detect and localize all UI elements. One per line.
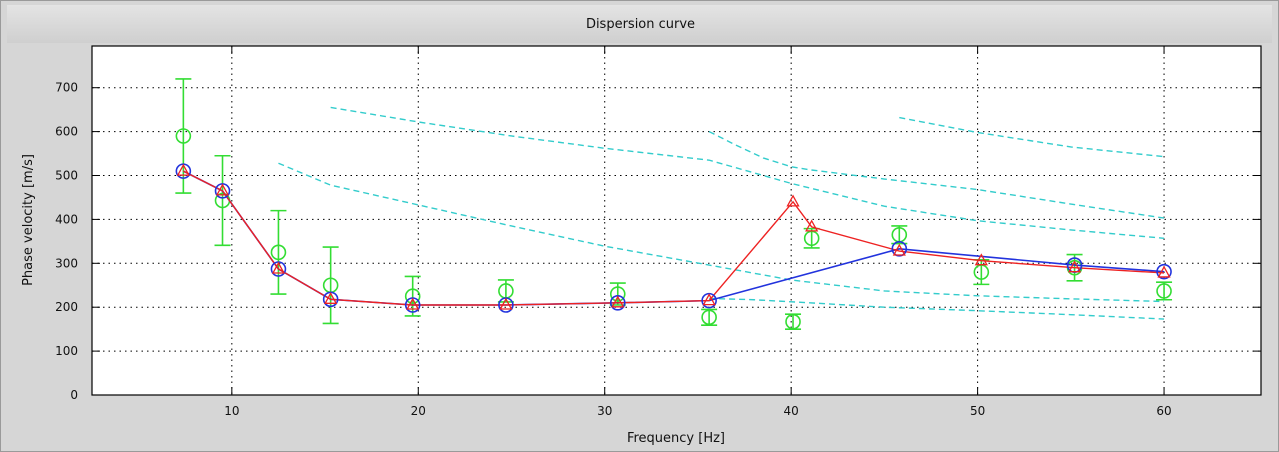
x-tick-label: 50 bbox=[970, 404, 985, 418]
model-blue-point bbox=[1156, 263, 1172, 280]
y-tick-label: 400 bbox=[55, 212, 78, 226]
mode-curve-1 bbox=[330, 106, 1165, 239]
model-red-point bbox=[324, 291, 338, 304]
model-red-point bbox=[176, 163, 190, 176]
x-axis-label: Frequency [Hz] bbox=[627, 431, 725, 446]
x-tick-label: 60 bbox=[1156, 404, 1171, 418]
mode-curve-2 bbox=[278, 162, 1165, 303]
observed-point bbox=[404, 288, 421, 305]
model-red-point bbox=[805, 219, 819, 232]
model-red-point bbox=[1067, 260, 1082, 273]
x-tick-label: 10 bbox=[224, 404, 239, 418]
observed-point bbox=[785, 313, 801, 330]
y-tick-label: 0 bbox=[70, 388, 78, 402]
observed-point bbox=[701, 309, 717, 326]
grid-lines bbox=[92, 46, 1261, 395]
observed-point bbox=[1156, 283, 1172, 299]
observed-point bbox=[270, 244, 287, 261]
model-red-point bbox=[702, 293, 716, 306]
x-tick-label: 30 bbox=[597, 404, 612, 418]
model-red-point bbox=[892, 243, 906, 256]
mode-curve-5 bbox=[899, 116, 1165, 158]
chart-title: Dispersion curve bbox=[585, 17, 696, 32]
plot-area bbox=[91, 45, 1262, 396]
model-red-point bbox=[1157, 265, 1171, 278]
model-red-point bbox=[611, 295, 625, 308]
observed-point bbox=[609, 286, 626, 302]
model-red-line bbox=[183, 170, 1165, 306]
x-tick-label: 40 bbox=[784, 404, 799, 418]
model-red-point bbox=[974, 253, 988, 266]
model-red-point bbox=[271, 261, 286, 274]
series-layer bbox=[175, 78, 1173, 330]
mode-curve-4 bbox=[708, 130, 1165, 219]
y-tick-label: 500 bbox=[55, 169, 78, 183]
model-red-point bbox=[499, 297, 513, 310]
x-tick-label: 20 bbox=[411, 404, 426, 418]
observed-point bbox=[175, 128, 192, 144]
y-tick-label: 100 bbox=[55, 344, 78, 358]
y-tick-label: 200 bbox=[55, 300, 78, 314]
y-tick-label: 700 bbox=[55, 81, 78, 95]
model-red-point bbox=[215, 183, 230, 196]
y-axis-label: Phase velocity [m/s] bbox=[21, 154, 36, 286]
model-red-point bbox=[786, 194, 800, 207]
title-bar bbox=[7, 5, 1272, 43]
model-red-point bbox=[406, 297, 420, 310]
y-tick-label: 600 bbox=[55, 125, 78, 139]
model-blue-point bbox=[891, 241, 908, 257]
y-tick-label: 300 bbox=[55, 256, 78, 270]
mode-curve-3 bbox=[709, 297, 1165, 320]
